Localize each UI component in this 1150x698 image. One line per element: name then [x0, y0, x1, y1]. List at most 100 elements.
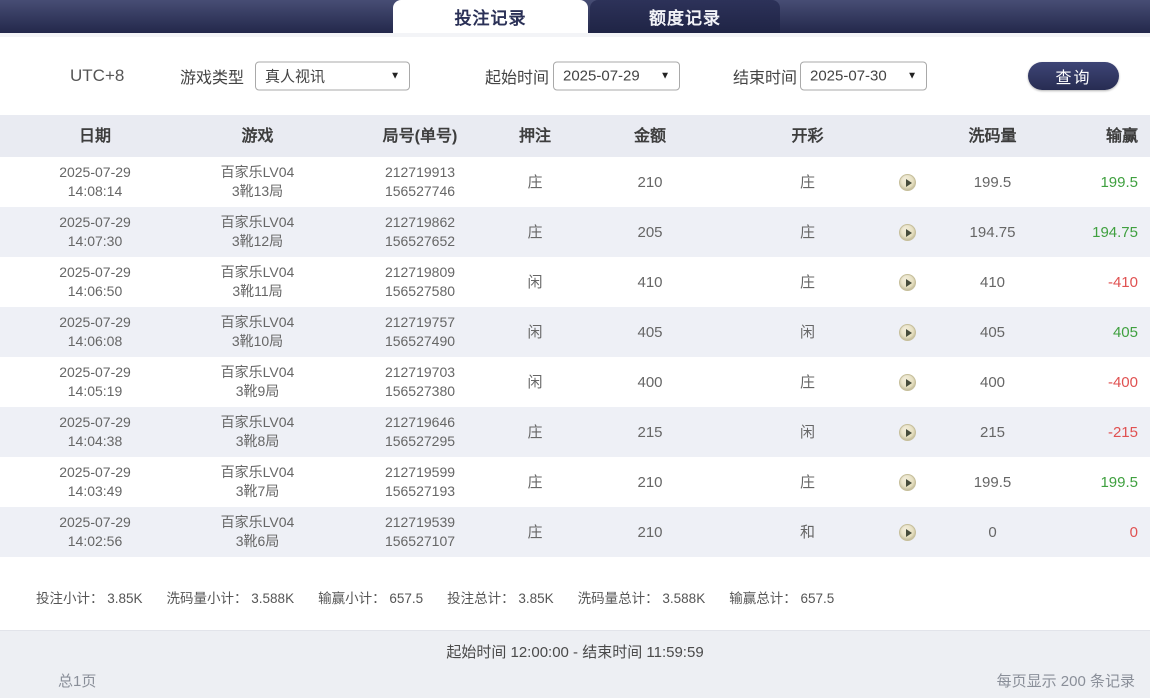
cell-round-id: 212719646 156527295: [384, 414, 456, 449]
replay-play-icon[interactable]: [899, 474, 916, 491]
cell-winloss: 405: [1112, 323, 1138, 341]
cell-bet: 闲: [527, 323, 543, 341]
footer: 起始时间 12:00:00 - 结束时间 11:59:59 总1页 每页显示 2…: [0, 630, 1150, 698]
cell-result: 庄: [799, 173, 815, 191]
replay-play-icon[interactable]: [899, 174, 916, 191]
chevron-down-icon: ▼: [660, 70, 670, 82]
cell-date: 2025-07-29 14:02:56: [59, 514, 131, 549]
tab-quota-records[interactable]: 额度记录: [590, 0, 780, 33]
cell-result: 庄: [799, 223, 815, 241]
cell-result: 庄: [799, 473, 815, 491]
summary-bet-total: 投注总计： 3.85K: [447, 591, 554, 606]
replay-play-icon[interactable]: [899, 524, 916, 541]
timezone-label: UTC+8: [70, 66, 125, 85]
summary-winloss-subtotal: 输赢小计： 657.5: [318, 591, 424, 606]
end-date-value: 2025-07-30: [810, 67, 887, 85]
summary-bar: 投注小计： 3.85K 洗码量小计： 3.588K 输赢小计： 657.5 投注…: [0, 557, 1150, 630]
cell-winloss: 199.5: [1100, 473, 1138, 491]
cell-round-id: 212719862 156527652: [384, 214, 456, 249]
chevron-down-icon: ▼: [390, 70, 400, 82]
cell-rolling: 215: [979, 423, 1006, 441]
cell-winloss: 0: [1129, 523, 1138, 541]
cell-result: 庄: [799, 273, 815, 291]
cell-amount: 215: [637, 423, 663, 441]
end-date-select[interactable]: 2025-07-30 ▼: [800, 61, 927, 91]
cell-game: 百家乐LV04 3靴11局: [220, 264, 295, 299]
game-type-value: 真人视讯: [265, 68, 326, 86]
cell-date: 2025-07-29 14:08:14: [59, 164, 131, 199]
cell-amount: 400: [637, 373, 663, 391]
table-body: 2025-07-29 14:08:14 百家乐LV04 3靴13局 212719…: [0, 157, 1150, 557]
per-page-info: 每页显示 200 条记录: [996, 673, 1135, 690]
header-result: 开彩: [791, 127, 824, 145]
cell-game: 百家乐LV04 3靴7局: [220, 464, 295, 499]
cell-rolling: 194.75: [969, 223, 1016, 241]
cell-amount: 405: [637, 323, 663, 341]
replay-play-icon[interactable]: [899, 224, 916, 241]
cell-date: 2025-07-29 14:04:38: [59, 414, 131, 449]
cell-result: 闲: [799, 323, 815, 341]
cell-round-id: 212719809 156527580: [384, 264, 456, 299]
query-button[interactable]: 查询: [1028, 62, 1119, 90]
cell-replay: [870, 423, 945, 442]
table-row: 2025-07-29 14:06:50 百家乐LV04 3靴11局 212719…: [0, 257, 1150, 307]
top-tab-bar: 投注记录 额度记录: [0, 0, 1150, 33]
cell-date: 2025-07-29 14:06:08: [59, 314, 131, 349]
cell-bet: 庄: [527, 523, 543, 541]
filter-bar: UTC+8 游戏类型 真人视讯 ▼ 起始时间 2025-07-29 ▼ 结束时间…: [0, 33, 1150, 115]
summary-winloss-total: 输赢总计： 657.5: [729, 591, 835, 606]
cell-game: 百家乐LV04 3靴12局: [220, 214, 295, 249]
cell-winloss: -400: [1107, 373, 1138, 391]
start-date-select[interactable]: 2025-07-29 ▼: [553, 61, 680, 91]
cell-date: 2025-07-29 14:03:49: [59, 464, 131, 499]
tab-bet-records[interactable]: 投注记录: [393, 0, 588, 33]
table-header: 日期 游戏 局号(单号) 押注 金额 开彩 洗码量 输赢: [0, 115, 1150, 157]
cell-round-id: 212719599 156527193: [384, 464, 456, 499]
cell-game: 百家乐LV04 3靴10局: [220, 314, 295, 349]
cell-rolling: 199.5: [973, 173, 1012, 191]
replay-play-icon[interactable]: [899, 324, 916, 341]
footer-time-range: 起始时间 12:00:00 - 结束时间 11:59:59: [446, 644, 704, 661]
cell-amount: 210: [637, 473, 663, 491]
cell-replay: [870, 323, 945, 342]
cell-bet: 庄: [527, 223, 543, 241]
cell-round-id: 212719703 156527380: [384, 364, 456, 399]
cell-replay: [870, 473, 945, 492]
game-type-label: 游戏类型: [180, 70, 245, 87]
table-row: 2025-07-29 14:08:14 百家乐LV04 3靴13局 212719…: [0, 157, 1150, 207]
cell-date: 2025-07-29 14:07:30: [59, 214, 131, 249]
cell-rolling: 400: [979, 373, 1006, 391]
cell-date: 2025-07-29 14:05:19: [59, 364, 131, 399]
header-winloss: 输赢: [1105, 127, 1138, 145]
header-round-id: 局号(单号): [382, 127, 458, 145]
cell-game: 百家乐LV04 3靴13局: [220, 164, 295, 199]
cell-amount: 210: [637, 173, 663, 191]
replay-play-icon[interactable]: [899, 424, 916, 441]
summary-rolling-total: 洗码量总计： 3.588K: [577, 591, 706, 606]
replay-play-icon[interactable]: [899, 274, 916, 291]
cell-winloss: -410: [1107, 273, 1138, 291]
cell-round-id: 212719913 156527746: [384, 164, 456, 199]
table-row: 2025-07-29 14:03:49 百家乐LV04 3靴7局 2127195…: [0, 457, 1150, 507]
header-date: 日期: [78, 127, 111, 145]
cell-amount: 210: [637, 523, 663, 541]
cell-winloss: 194.75: [1092, 223, 1138, 241]
game-type-select[interactable]: 真人视讯 ▼: [255, 61, 410, 91]
header-amount: 金额: [633, 127, 666, 145]
replay-play-icon[interactable]: [899, 374, 916, 391]
table-row: 2025-07-29 14:04:38 百家乐LV04 3靴8局 2127196…: [0, 407, 1150, 457]
cell-bet: 庄: [527, 423, 543, 441]
cell-rolling: 405: [979, 323, 1006, 341]
cell-bet: 庄: [527, 473, 543, 491]
cell-winloss: 199.5: [1100, 173, 1138, 191]
cell-replay: [870, 373, 945, 392]
cell-game: 百家乐LV04 3靴9局: [220, 364, 295, 399]
cell-round-id: 212719539 156527107: [384, 514, 456, 549]
cell-replay: [870, 523, 945, 542]
cell-rolling: 199.5: [973, 473, 1012, 491]
end-time-label: 结束时间: [733, 70, 798, 87]
cell-result: 和: [799, 523, 815, 541]
cell-amount: 205: [637, 223, 663, 241]
cell-result: 闲: [799, 423, 815, 441]
cell-rolling: 0: [988, 523, 997, 541]
